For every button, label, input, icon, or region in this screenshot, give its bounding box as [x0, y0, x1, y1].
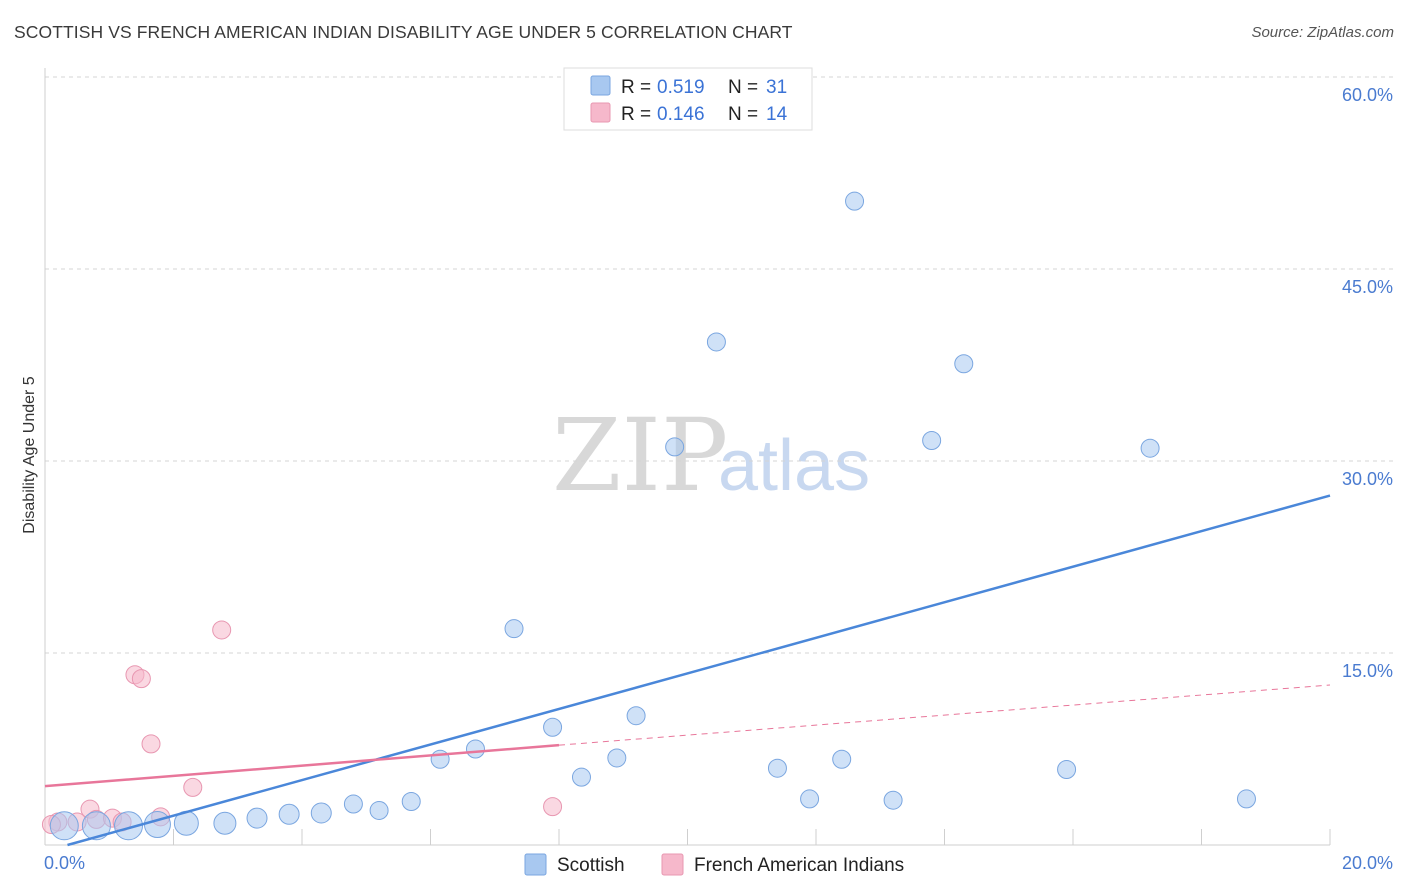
x-tick-label: 20.0%: [1342, 853, 1393, 873]
data-point: [665, 437, 685, 457]
data-point: [504, 619, 524, 639]
data-point: [310, 802, 332, 824]
data-point: [49, 811, 79, 841]
legend-n-label: N =: [728, 77, 758, 98]
chart-title: SCOTTISH VS FRENCH AMERICAN INDIAN DISAB…: [14, 22, 793, 42]
y-ticks: 15.0% 30.0% 45.0% 60.0%: [1342, 85, 1393, 681]
data-point: [845, 191, 865, 211]
data-point: [1057, 759, 1077, 779]
data-point: [767, 758, 787, 778]
data-point: [131, 669, 151, 689]
x-ticks: 0.0% 20.0%: [44, 829, 1393, 873]
trendline: [558, 684, 1331, 746]
y-tick-label: 30.0%: [1342, 469, 1393, 489]
data-point: [465, 739, 485, 759]
data-point: [143, 811, 171, 839]
legend-r-label: R =: [621, 104, 651, 125]
data-point: [213, 811, 237, 835]
data-point: [571, 767, 591, 787]
legend-swatch-french: [590, 102, 611, 123]
bottom-legend-label-french: French American Indians: [694, 855, 904, 876]
data-point: [543, 797, 563, 817]
bottom-legend-swatch-french: [661, 853, 684, 876]
grid: [45, 76, 1395, 654]
legend-swatch-scottish: [590, 75, 611, 96]
data-point: [922, 431, 942, 451]
data-point: [81, 811, 111, 841]
legend-r-value: 0.519: [657, 77, 705, 98]
legend-r-label: R =: [621, 77, 651, 98]
legend: R = 0.519 N = 31 R = 0.146 N = 14: [563, 67, 813, 131]
trendline: [67, 494, 1331, 847]
data-point: [278, 803, 300, 825]
legend-r-value: 0.146: [657, 104, 705, 125]
y-tick-label: 15.0%: [1342, 661, 1393, 681]
bottom-legend-label-scottish: Scottish: [557, 855, 625, 876]
trendlines: [44, 494, 1331, 847]
y-tick-label: 45.0%: [1342, 277, 1393, 297]
data-point: [114, 811, 144, 841]
data-point: [369, 800, 389, 820]
bottom-legend-swatch-scottish: [524, 853, 547, 876]
bottom-legend: Scottish French American Indians: [524, 853, 904, 876]
x-tick-label: 0.0%: [44, 853, 85, 873]
source-credit: Source: ZipAtlas.com: [1251, 24, 1394, 41]
y-axis-label: Disability Age Under 5: [21, 376, 38, 534]
data-point: [212, 620, 232, 640]
legend-n-label: N =: [728, 104, 758, 125]
data-point: [1140, 438, 1160, 458]
y-tick-label: 60.0%: [1342, 85, 1393, 105]
data-point: [626, 706, 646, 726]
legend-n-value: 14: [766, 104, 788, 125]
data-point: [607, 748, 627, 768]
legend-n-value: 31: [766, 77, 787, 98]
data-point: [246, 807, 268, 829]
data-point: [800, 789, 820, 809]
trendline: [44, 743, 560, 788]
data-point: [883, 790, 903, 810]
data-point: [183, 777, 203, 797]
data-point: [706, 332, 726, 352]
data-point: [141, 734, 161, 754]
data-point: [1236, 789, 1256, 809]
data-point: [954, 354, 974, 374]
data-point: [343, 794, 363, 814]
watermark-atlas: atlas: [718, 426, 870, 506]
series-scottish: [49, 191, 1256, 841]
data-point: [543, 717, 563, 737]
watermark-zip: ZIP: [552, 397, 728, 514]
data-point: [401, 791, 421, 811]
data-point: [832, 749, 852, 769]
